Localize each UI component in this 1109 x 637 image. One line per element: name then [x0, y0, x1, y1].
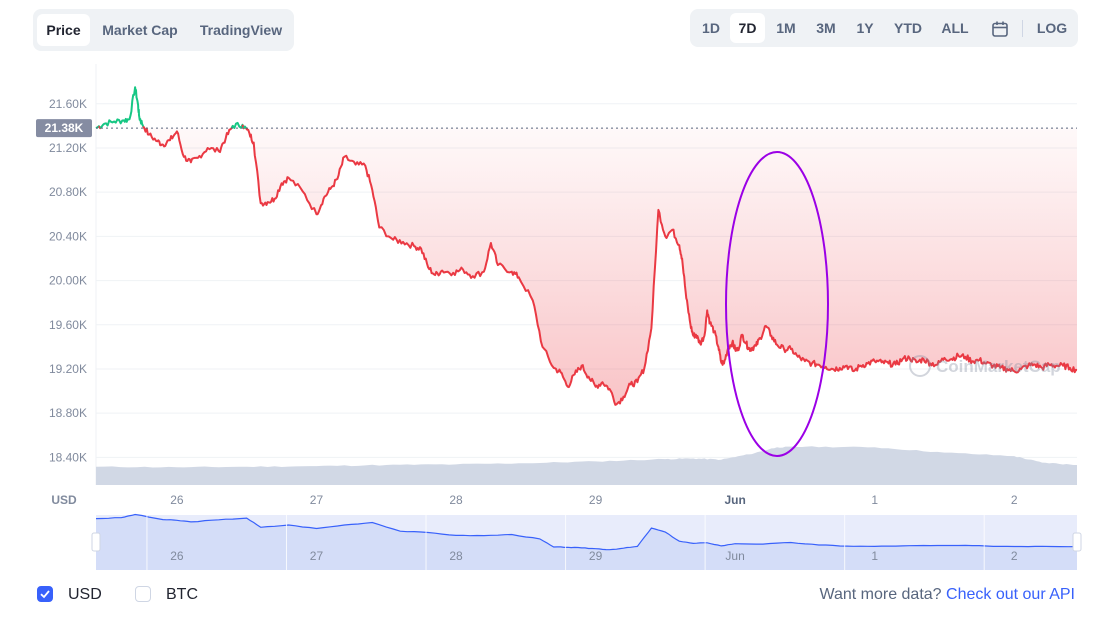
x-tick-label: 29	[589, 493, 603, 507]
navigator-tick-label: 2	[1011, 549, 1018, 563]
range-ytd-button[interactable]: YTD	[894, 20, 922, 36]
navigator-tick-label: 28	[449, 549, 463, 563]
range-7d-button[interactable]: 7D	[730, 13, 765, 43]
tab-price[interactable]: Price	[37, 14, 90, 46]
y-tick-label: 20.80K	[49, 185, 87, 199]
navigator-tick-label: 26	[170, 549, 184, 563]
y-tick-label: 18.80K	[49, 406, 87, 420]
navigator-tick-label: 1	[871, 549, 878, 563]
price-chart: 21.60K 21.20K 20.80K 20.40K 20.00K 19.60K 19.2…	[36, 64, 1082, 570]
range-1m-button[interactable]: 1M	[776, 20, 796, 36]
price-line-up	[99, 86, 146, 129]
y-tick-label: 21.60K	[49, 97, 87, 111]
usd-label: USD	[68, 586, 102, 603]
y-tick-label: 18.40K	[49, 450, 87, 464]
range-all-button[interactable]: ALL	[941, 20, 969, 36]
current-price-label: 21.38K	[45, 121, 84, 135]
x-tick-label: 1	[871, 493, 878, 507]
navigator-tick-label: 27	[310, 549, 324, 563]
btc-label: BTC	[166, 586, 198, 603]
y-tick-label: 19.60K	[49, 318, 87, 332]
navigator-area	[96, 514, 1077, 570]
navigator-line	[95, 513, 1078, 551]
y-tick-label: 20.40K	[49, 229, 87, 243]
current-price-badge	[36, 119, 92, 138]
btc-checkbox[interactable]	[135, 586, 151, 602]
y-tick-label: 20.00K	[49, 274, 87, 288]
watermark-text: CoinMarketCap	[936, 357, 1061, 376]
navigator-right-handle[interactable]	[1072, 532, 1082, 552]
tab-market-cap[interactable]: Market Cap	[102, 22, 178, 38]
range-divider	[1022, 20, 1023, 37]
currency-axis-label: USD	[51, 493, 77, 507]
range-1y-button[interactable]: 1Y	[856, 20, 874, 36]
log-scale-button[interactable]: LOG	[1036, 20, 1068, 36]
calendar-icon	[992, 21, 1008, 38]
api-promo-text: Want more data?	[819, 586, 942, 603]
time-range-selector: 1D 7D 1M 3M 1Y YTD ALL LOG	[690, 9, 1078, 47]
chart-view-tabs: Price Market Cap TradingView	[33, 9, 294, 51]
navigator-tick-label: Jun	[725, 549, 744, 563]
x-tick-label: 26	[170, 493, 184, 507]
price-line-down	[245, 127, 1078, 406]
highlight-circle	[725, 151, 829, 457]
api-promo: Want more data? Check out our API	[819, 586, 1075, 604]
volume-area	[96, 446, 1077, 485]
coinmarketcap-watermark: CoinMarketCap	[909, 355, 1061, 377]
tab-tradingview[interactable]: TradingView	[199, 22, 283, 38]
usd-checkbox[interactable]	[37, 586, 53, 602]
x-tick-label: 27	[310, 493, 324, 507]
x-tick-label: 2	[1011, 493, 1018, 507]
cmc-logo-icon	[909, 355, 931, 377]
api-link[interactable]: Check out our API	[946, 586, 1075, 603]
y-tick-label: 21.20K	[49, 141, 87, 155]
price-area-fill	[96, 128, 1077, 405]
calendar-button[interactable]	[983, 13, 1017, 43]
check-icon	[40, 590, 50, 599]
navigator-tick-label: 29	[589, 549, 603, 563]
navigator-left-handle[interactable]	[91, 532, 101, 552]
x-tick-label: 28	[449, 493, 463, 507]
range-1d-button[interactable]: 1D	[702, 20, 720, 36]
range-3m-button[interactable]: 3M	[816, 20, 836, 36]
price-line-down	[142, 125, 234, 164]
x-tick-label: Jun	[724, 493, 745, 507]
y-tick-label: 19.20K	[49, 362, 87, 376]
